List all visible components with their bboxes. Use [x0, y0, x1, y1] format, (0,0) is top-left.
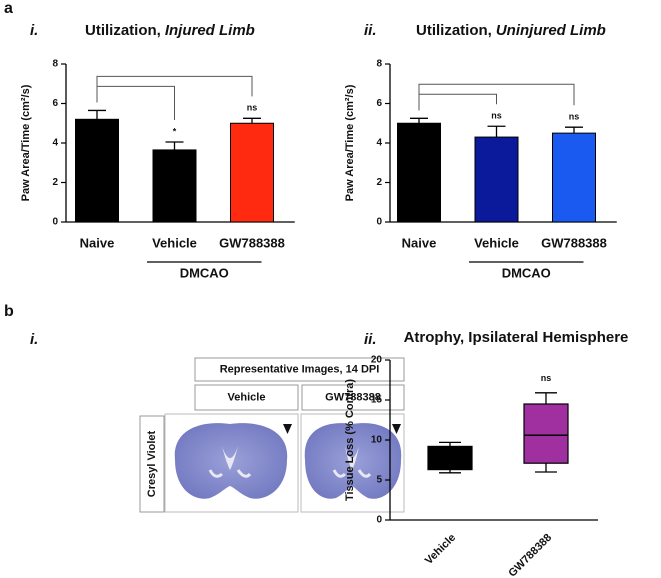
subpanel-label: ii. [364, 331, 377, 348]
row-label: Cresyl Violet [146, 430, 158, 497]
x-tick-label: GW788388 [219, 235, 285, 250]
title-emphasis: Uninjured Limb [496, 22, 606, 39]
title-text: Atrophy, Ipsilateral Hemisphere [404, 329, 629, 346]
x-tick-label: Naive [402, 235, 437, 250]
y-tick-label: 0 [376, 515, 382, 526]
y-tick-label: 0 [52, 217, 58, 228]
chart-title: Utilization, Uninjured Limb [416, 22, 606, 39]
chart-title: Atrophy, Ipsilateral Hemisphere [404, 329, 629, 346]
subpanel-label: i. [30, 331, 38, 348]
bar [230, 122, 274, 223]
significance-label: ns [491, 111, 502, 121]
column-box [194, 384, 299, 411]
y-tick-label: 6 [52, 98, 58, 109]
panel-label: a [4, 0, 13, 17]
bar [397, 122, 441, 223]
title-emphasis: Injured Limb [165, 22, 255, 39]
y-tick-label: 0 [376, 217, 382, 228]
y-tick-label: 10 [371, 435, 383, 446]
x-tick-label: Vehicle [423, 532, 458, 567]
bar [75, 118, 119, 223]
significance-label: ns [569, 112, 580, 122]
chart-title: Utilization, Injured Limb [85, 22, 255, 39]
comparison-bracket [418, 93, 497, 111]
box [523, 403, 569, 464]
y-tick-label: 2 [52, 177, 58, 188]
x-tick-label: GW788388 [541, 235, 607, 250]
y-tick-label: 8 [52, 59, 58, 70]
image-header: Representative Images, 14 DPI [220, 363, 380, 375]
bar [474, 136, 519, 223]
bar [552, 132, 596, 223]
x-tick-label: GW788388 [506, 532, 554, 578]
comparison-bracket [96, 85, 175, 121]
group-label: DMCAO [180, 265, 229, 280]
column-label: GW788388 [325, 391, 381, 403]
subpanel-label: ii. [364, 22, 377, 39]
column-label: Vehicle [228, 391, 266, 403]
brain-section [304, 423, 402, 499]
y-tick-label: 5 [376, 475, 382, 486]
bar [152, 149, 197, 223]
row-box [139, 415, 165, 513]
x-tick-label: Naive [80, 235, 115, 250]
y-axis-label: Paw Area/Time (cm²/s) [20, 84, 32, 201]
y-tick-label: 2 [376, 177, 382, 188]
panel-label: b [4, 303, 14, 320]
arrowhead [283, 424, 292, 434]
significance-label: * [173, 126, 177, 136]
y-axis-label: Paw Area/Time (cm²/s) [344, 84, 356, 201]
significance-label: ns [247, 103, 258, 113]
arrowhead [392, 424, 401, 434]
y-axis-label: Tissue Loss (% Contra) [344, 379, 356, 501]
title-text: Utilization, [416, 22, 492, 39]
y-tick-label: 15 [371, 395, 383, 406]
y-tick-label: 6 [376, 98, 382, 109]
y-tick-label: 8 [376, 59, 382, 70]
title-text: Utilization, [85, 22, 161, 39]
significance-label: ns [541, 373, 552, 383]
y-tick-label: 4 [52, 138, 58, 149]
image-panel: Representative Images, 14 DPI Vehicle GW… [139, 357, 405, 513]
x-tick-label: Vehicle [474, 235, 519, 250]
header-box [194, 357, 405, 382]
y-tick-label: 4 [376, 138, 382, 149]
subpanel-label: i. [30, 22, 38, 39]
y-tick-label: 20 [371, 355, 383, 366]
brain-section [174, 423, 288, 499]
group-label: DMCAO [502, 265, 551, 280]
column-box [301, 384, 405, 411]
box [427, 445, 473, 471]
x-tick-label: Vehicle [152, 235, 197, 250]
